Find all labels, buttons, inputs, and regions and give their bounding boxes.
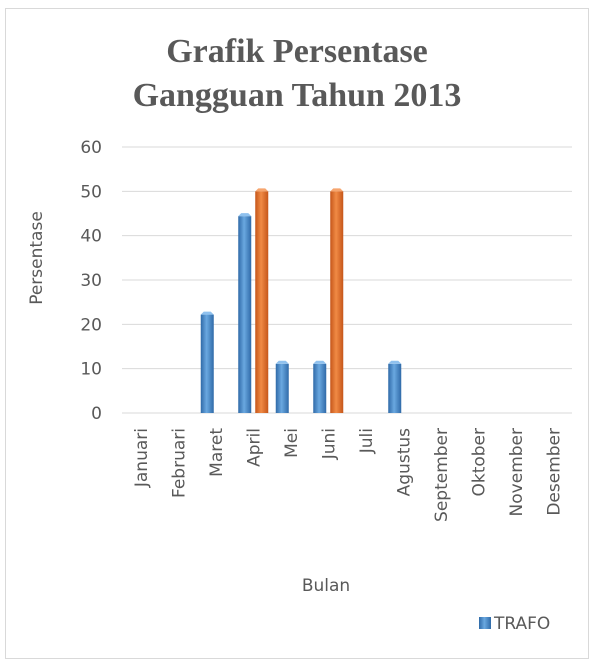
y-tick-labels: 0 10 20 30 40 50 60	[80, 138, 102, 424]
x-tick-label: Februari	[169, 428, 189, 498]
bar-cap	[255, 188, 269, 192]
bar-cap	[388, 360, 402, 364]
y-tick-label: 40	[80, 227, 102, 247]
bars	[200, 188, 402, 413]
bar-body	[313, 363, 327, 413]
x-axis-title: Bulan	[302, 576, 350, 596]
chart-title-line-2: Gangguan Tahun 2013	[132, 77, 462, 114]
x-tick-label: Maret	[207, 428, 227, 477]
y-tick-label: 30	[80, 271, 102, 291]
bar-cap	[200, 311, 214, 315]
bar-mei-series-1	[275, 360, 289, 413]
bar-cap	[238, 213, 252, 217]
x-tick-label: November	[507, 428, 527, 516]
chart-title-line-1: Grafik Persentase	[166, 33, 428, 70]
y-tick-label: 0	[91, 404, 102, 424]
y-axis-title: Persentase	[27, 211, 47, 305]
y-tick-label: 10	[80, 360, 102, 380]
chart-frame	[5, 8, 589, 659]
x-tick-labels: Januari Februari Maret April Mei Juni Juli Agus…	[132, 428, 565, 522]
bar-body	[330, 191, 344, 413]
bar-april-series-1	[238, 213, 252, 413]
legend-swatch-trafo	[479, 617, 491, 629]
x-tick-label: Desember	[544, 428, 564, 516]
y-tick-label: 20	[80, 315, 102, 335]
bar-juni-series-1	[313, 360, 327, 413]
bar-april-series-2	[255, 188, 269, 413]
x-tick-label: Agustus	[394, 428, 414, 496]
legend-label-trafo: TRAFO	[493, 614, 550, 634]
x-tick-label: Mei	[282, 428, 302, 458]
x-tick-label: April	[244, 428, 264, 467]
bar-maret-series-1	[200, 311, 214, 413]
bar-cap	[330, 188, 344, 192]
x-tick-label: Oktober	[469, 428, 489, 497]
bar-body	[255, 191, 269, 413]
gridlines	[122, 146, 572, 414]
bar-body	[238, 216, 252, 413]
x-tick-label: Juni	[319, 428, 339, 460]
x-tick-label: Juli	[357, 428, 377, 454]
bar-body	[200, 314, 214, 413]
bar-body	[388, 363, 402, 413]
bar-agustus-series-1	[388, 360, 402, 413]
y-tick-label: 50	[80, 182, 102, 202]
y-tick-label: 60	[80, 138, 102, 158]
x-tick-label: Januari	[132, 428, 152, 488]
x-tick-label: September	[432, 428, 452, 522]
bar-cap	[275, 360, 289, 364]
bar-cap	[313, 360, 327, 364]
bar-juni-series-2	[330, 188, 344, 413]
bar-body	[275, 363, 289, 413]
chart-title: Grafik Persentase Gangguan Tahun 2013	[5, 30, 589, 118]
legend: TRAFO	[479, 614, 550, 634]
